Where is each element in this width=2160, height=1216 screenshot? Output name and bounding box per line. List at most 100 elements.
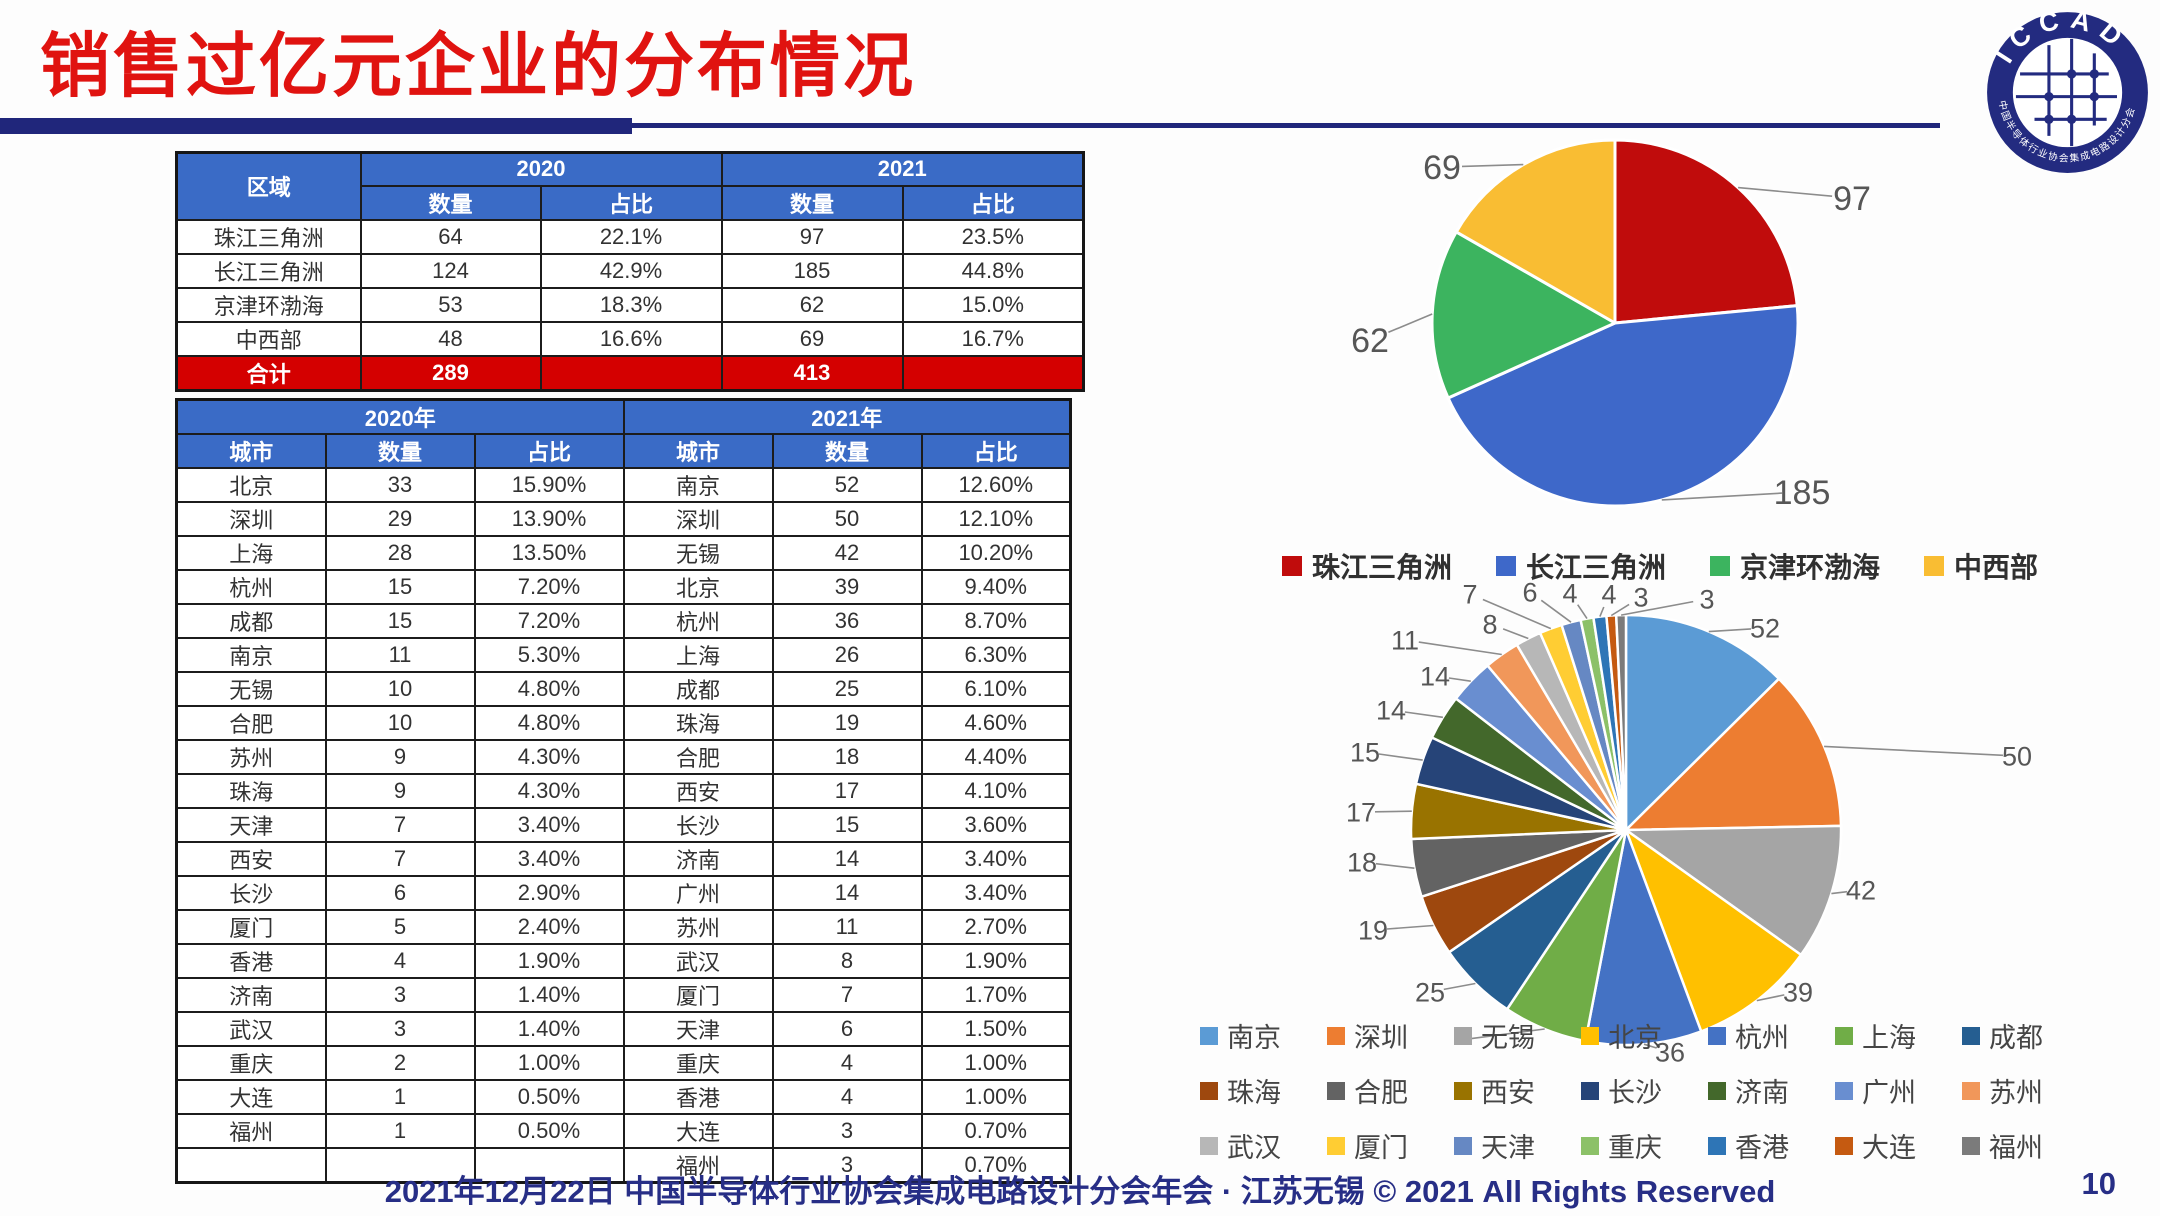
- city-value-cell: 1.00%: [473, 1045, 625, 1081]
- region-value-cell: 44.8%: [901, 252, 1085, 289]
- city-name-cell: 上海: [175, 535, 327, 571]
- city-name-cell: 武汉: [175, 1011, 327, 1047]
- city-value-cell: 6.10%: [920, 671, 1072, 707]
- city-name-cell: 大连: [622, 1113, 774, 1149]
- subheader-cell: 数量: [324, 433, 476, 469]
- city-value-cell: 4.30%: [473, 773, 625, 809]
- legend-item-京津环渤海: 京津环渤海: [1710, 546, 1880, 586]
- legend-swatch-icon: [1581, 1081, 1599, 1100]
- city-value-cell: 4.60%: [920, 705, 1072, 741]
- city-value-cell: 7.20%: [473, 603, 625, 639]
- city-name-cell: 广州: [622, 875, 774, 911]
- total-value-cell: [901, 354, 1085, 391]
- legend-item-成都: 成都: [1962, 1016, 2089, 1055]
- legend-swatch-icon: [1962, 1026, 1980, 1045]
- city-value-cell: 7: [324, 841, 476, 877]
- legend-item-苏州: 苏州: [1962, 1071, 2089, 1110]
- city-name-cell: 香港: [622, 1079, 774, 1115]
- city-name-cell: 苏州: [175, 739, 327, 775]
- city-value-cell: 5.30%: [473, 637, 625, 673]
- city-value-cell: 4: [771, 1079, 923, 1115]
- legend-swatch-icon: [1710, 556, 1730, 576]
- city-value-cell: 8: [771, 943, 923, 979]
- city-value-cell: 3.40%: [920, 841, 1072, 877]
- city-value-cell: 3: [324, 977, 476, 1013]
- city-value-cell: 1.00%: [920, 1045, 1072, 1081]
- region-header-cell: 区域: [175, 151, 362, 221]
- label-leader-line: [1386, 924, 1434, 930]
- region-value-cell: 16.7%: [901, 320, 1085, 357]
- city-value-cell: 42: [771, 535, 923, 571]
- city-name-cell: 厦门: [175, 909, 327, 945]
- region-name-cell: 长江三角洲: [175, 252, 362, 289]
- title-underline-line: [632, 123, 1940, 128]
- legend-label: 杭州: [1735, 1023, 1789, 1053]
- legend-label: 成都: [1989, 1023, 2043, 1053]
- data-label-合肥: 18: [1347, 847, 1377, 877]
- legend-item-深圳: 深圳: [1327, 1016, 1454, 1055]
- city-value-cell: 10.20%: [920, 535, 1072, 571]
- legend-swatch-icon: [1327, 1136, 1345, 1155]
- legend-label: 珠江三角洲: [1311, 552, 1452, 583]
- region-value-cell: 185: [720, 252, 904, 289]
- city-name-cell: 厦门: [622, 977, 774, 1013]
- city-value-cell: 4.40%: [920, 739, 1072, 775]
- city-table-row: 长沙 6 2.90% 广州 14 3.40%: [175, 875, 1072, 911]
- label-leader-line: [1824, 745, 2004, 757]
- region-table-row: 长江三角洲 124 42.9% 185 44.8%: [175, 252, 1085, 289]
- legend-item-珠海: 珠海: [1200, 1071, 1327, 1110]
- city-value-cell: 1.90%: [473, 943, 625, 979]
- legend-label: 中西部: [1954, 552, 2039, 583]
- legend-item-武汉: 武汉: [1200, 1126, 1327, 1165]
- city-name-cell: 杭州: [175, 569, 327, 605]
- city-name-cell: 珠海: [622, 705, 774, 741]
- city-value-cell: 15: [771, 807, 923, 843]
- data-label-苏州: 11: [1391, 625, 1419, 655]
- label-leader-line: [1418, 641, 1502, 656]
- label-leader-line: [1502, 628, 1529, 640]
- city-value-cell: 7: [324, 807, 476, 843]
- legend-label: 武汉: [1227, 1133, 1281, 1163]
- data-label-天津: 6: [1522, 577, 1537, 607]
- city-value-cell: 1.70%: [920, 977, 1072, 1013]
- legend-swatch-icon: [1581, 1136, 1599, 1155]
- city-table-row: 天津 7 3.40% 长沙 15 3.60%: [175, 807, 1072, 843]
- year-header-cell: 2020: [359, 151, 723, 187]
- city-value-cell: 15: [324, 569, 476, 605]
- legend-label: 深圳: [1354, 1023, 1408, 1053]
- legend-label: 长江三角洲: [1525, 552, 1666, 583]
- city-value-cell: 15: [324, 603, 476, 639]
- legend-item-南京: 南京: [1200, 1016, 1327, 1055]
- region-table-header-row: 区域 2020 2021: [175, 151, 1085, 221]
- city-value-cell: 8.70%: [920, 603, 1072, 639]
- subheader-cell: 数量: [359, 184, 542, 221]
- subheader-cell: 占比: [539, 184, 723, 221]
- city-value-cell: 6: [771, 1011, 923, 1047]
- subheader-cell: 数量: [720, 184, 904, 221]
- city-value-cell: 9: [324, 773, 476, 809]
- city-value-cell: 14: [771, 875, 923, 911]
- pie-slice-中西部: [1454, 138, 1617, 325]
- city-name-cell: 成都: [622, 671, 774, 707]
- city-value-cell: 17: [771, 773, 923, 809]
- city-value-cell: 26: [771, 637, 923, 673]
- city-value-cell: 4.80%: [473, 671, 625, 707]
- city-name-cell: 南京: [175, 637, 327, 673]
- city-value-cell: 3: [771, 1147, 923, 1184]
- subheader-cell: 城市: [622, 433, 774, 469]
- city-name-cell: 苏州: [622, 909, 774, 945]
- city-value-cell: 4.10%: [920, 773, 1072, 809]
- legend-label: 合肥: [1354, 1078, 1408, 1108]
- city-name-cell: 合肥: [175, 705, 327, 741]
- data-label-广州: 14: [1420, 661, 1450, 691]
- city-table: 2020年 2021年 城市 数量 占比 城市 数量 占比 北京 33 15.90% 南京 52 12.6…: [175, 398, 1072, 1184]
- label-leader-line: [1404, 711, 1444, 719]
- city-value-cell: 11: [324, 637, 476, 673]
- city-value-cell: 0.70%: [920, 1113, 1072, 1149]
- city-table-row: 深圳 29 13.90% 深圳 50 12.10%: [175, 501, 1072, 537]
- region-value-cell: 22.1%: [539, 218, 723, 255]
- legend-label: 北京: [1608, 1023, 1662, 1053]
- region-value-cell: 23.5%: [901, 218, 1085, 255]
- city-value-cell: 18: [771, 739, 923, 775]
